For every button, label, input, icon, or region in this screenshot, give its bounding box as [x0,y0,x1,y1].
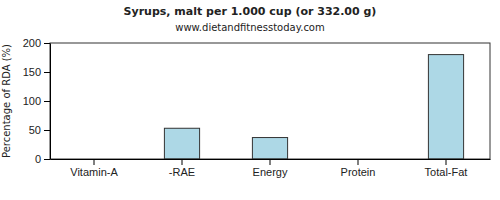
bar [164,128,199,159]
x-tick-mark [446,159,447,165]
y-axis-title: Percentage of RDA (%) [1,44,12,158]
x-tick-label: Protein [341,166,376,178]
x-tick-mark [270,159,271,165]
bar [428,55,463,159]
x-tick: Protein [341,159,376,178]
x-tick: Vitamin-A [70,159,118,178]
y-tick-label: 100 [23,95,41,107]
y-axis-line [50,44,51,160]
y-tick: 100 [23,95,50,107]
x-tick-label: Energy [253,166,288,178]
x-tick-mark [94,159,95,165]
subtitle: www.dietandfitnesstoday.com [175,22,324,33]
y-tick-mark [44,72,50,73]
y-tick: 0 [35,153,50,165]
x-tick-label: Vitamin-A [70,166,118,178]
y-tick: 50 [29,124,50,136]
title: Syrups, malt per 1.000 cup (or 332.00 g) [124,5,377,18]
y-tick: 150 [23,66,50,78]
x-tick-mark [358,159,359,165]
y-tick-mark [44,43,50,44]
y-tick-label: 150 [23,66,41,78]
x-tick-label: Total-Fat [425,166,468,178]
y-tick-mark [44,130,50,131]
x-tick-mark [182,159,183,165]
plot: 0 50 100 150 200 Vitamin-A -RAE Energy Protein To… [23,37,491,178]
y-tick-label: 200 [23,37,41,49]
y-tick: 200 [23,37,50,49]
x-tick-label: -RAE [169,166,195,178]
y-tick-label: 50 [29,124,41,136]
y-tick-label: 0 [35,153,41,165]
plot-frame [50,43,490,159]
y-tick-mark [44,101,50,102]
x-tick: -RAE [169,159,195,178]
x-tick: Energy [253,159,288,178]
chart: Syrups, malt per 1.000 cup (or 332.00 g)… [0,0,500,200]
x-axis: Vitamin-A -RAE Energy Protein Total-Fat [51,159,491,178]
y-tick-mark [44,159,50,160]
bar [252,138,287,159]
x-tick: Total-Fat [425,159,468,178]
y-axis: 0 50 100 150 200 [23,37,51,165]
bars [164,55,463,159]
